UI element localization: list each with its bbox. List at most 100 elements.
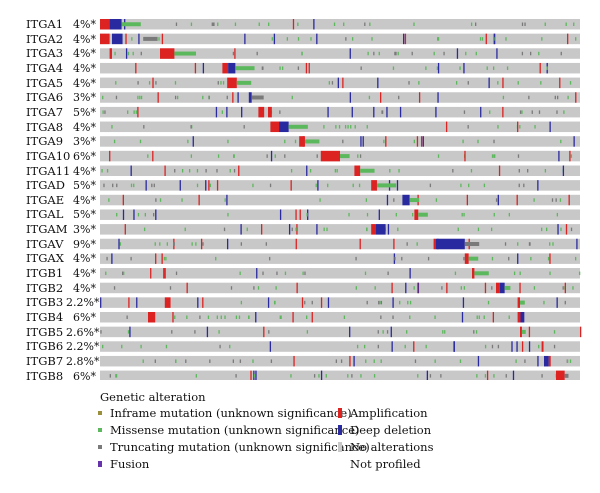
alteration-mark xyxy=(345,37,347,41)
alteration-mark xyxy=(378,300,380,305)
deep-deletion-block xyxy=(109,19,122,30)
amplification-block xyxy=(100,33,110,45)
alteration-mark xyxy=(378,209,380,220)
legend-amplification-label: Amplification xyxy=(350,406,428,420)
alteration-mark xyxy=(227,139,229,144)
alteration-percent: 6%* xyxy=(73,369,96,383)
alteration-mark xyxy=(491,256,494,261)
alteration-percent: 5%* xyxy=(73,179,96,193)
alteration-mark xyxy=(457,227,459,232)
track-itgb4 xyxy=(100,312,580,323)
alteration-mark xyxy=(171,330,173,334)
alteration-mark xyxy=(220,81,222,85)
alteration-mark xyxy=(379,300,381,305)
alteration-mark xyxy=(560,227,562,232)
track-itgb2 xyxy=(100,282,580,294)
alteration-mark xyxy=(373,374,376,378)
alteration-mark xyxy=(174,95,177,100)
alteration-mark xyxy=(218,330,220,334)
alteration-mark xyxy=(173,242,175,246)
alteration-mark xyxy=(493,154,495,158)
alteration-mark xyxy=(435,106,437,118)
gene-label: ITGA3 xyxy=(26,46,64,61)
alteration-mark xyxy=(377,330,379,334)
alteration-mark xyxy=(240,224,242,235)
alteration-mark xyxy=(257,286,260,290)
alteration-mark xyxy=(519,271,521,276)
alteration-mark xyxy=(215,256,217,261)
alteration-mark xyxy=(315,183,317,188)
alteration-mark xyxy=(437,154,440,158)
alteration-mark xyxy=(538,51,540,56)
alteration-mark xyxy=(489,110,491,114)
alteration-mark xyxy=(144,212,146,217)
alteration-mark xyxy=(279,66,281,70)
alteration-percent: 6%* xyxy=(73,311,96,324)
alteration-mark xyxy=(302,271,304,276)
alteration-mark xyxy=(311,300,313,305)
alteration-mark xyxy=(364,271,367,276)
alteration-percent: 2.2%* xyxy=(66,296,100,310)
alteration-percent: 2.2%* xyxy=(66,340,100,354)
legend-fusion-label: Fusion xyxy=(110,457,150,471)
alteration-mark xyxy=(523,183,525,188)
alteration-mark xyxy=(490,227,493,232)
alteration-mark xyxy=(560,51,562,56)
alteration-mark xyxy=(216,315,218,319)
gene-label: ITGA7 xyxy=(26,104,64,119)
alteration-mark xyxy=(256,51,258,56)
alteration-mark xyxy=(564,300,566,305)
alteration-mark xyxy=(297,22,299,26)
alteration-mark xyxy=(538,110,541,114)
mutation-block xyxy=(360,168,375,173)
gene-label: ITGA1 xyxy=(26,17,64,31)
alteration-mark xyxy=(389,169,391,173)
deep-deletion-block xyxy=(499,282,505,294)
legend-inframe: Inframe mutation (unknown significance) xyxy=(98,406,352,420)
alteration-mark xyxy=(504,242,507,246)
gene-label: ITGA8 xyxy=(26,119,64,134)
alteration-mark xyxy=(517,242,519,246)
alteration-mark xyxy=(133,110,135,114)
alteration-mark xyxy=(213,22,215,26)
alteration-mark xyxy=(437,62,440,74)
alteration-mark xyxy=(292,19,295,30)
alteration-mark xyxy=(408,81,410,85)
alteration-mark xyxy=(508,256,510,261)
amplification-block xyxy=(548,355,551,367)
alteration-mark xyxy=(553,344,556,349)
alteration-mark xyxy=(163,256,165,261)
alteration-mark xyxy=(564,282,567,294)
alteration-mark xyxy=(519,110,522,114)
deep-deletion-block xyxy=(520,312,525,323)
alteration-percent: 4%* xyxy=(73,18,96,31)
amplification-block xyxy=(148,312,156,323)
alteration-mark xyxy=(530,51,532,56)
alteration-mark xyxy=(433,51,435,56)
alteration-mark xyxy=(209,359,211,363)
alteration-mark xyxy=(518,183,520,188)
alteration-mark xyxy=(524,359,526,363)
alteration-percent: 4%* xyxy=(73,252,96,266)
alteration-percent: 4%* xyxy=(73,32,96,46)
alteration-mark xyxy=(217,22,219,26)
alteration-mark xyxy=(486,370,489,380)
gene-label: ITGB4 xyxy=(26,310,64,324)
alteration-mark xyxy=(553,330,556,334)
alteration-percent: 4%* xyxy=(73,61,96,75)
legend-inframe-swatch xyxy=(98,411,102,415)
track-itga5 xyxy=(100,77,580,89)
alteration-mark xyxy=(294,139,297,144)
alteration-mark xyxy=(418,92,421,103)
mutation-block xyxy=(474,271,489,276)
alteration-mark xyxy=(293,355,295,367)
alteration-mark xyxy=(565,22,567,26)
alteration-mark xyxy=(347,374,349,378)
alteration-mark xyxy=(567,95,569,100)
alteration-mark xyxy=(446,282,448,294)
alteration-mark xyxy=(188,169,191,173)
alteration-percent: 5%* xyxy=(73,208,96,222)
alteration-mark xyxy=(258,22,260,26)
alteration-mark xyxy=(460,286,462,290)
